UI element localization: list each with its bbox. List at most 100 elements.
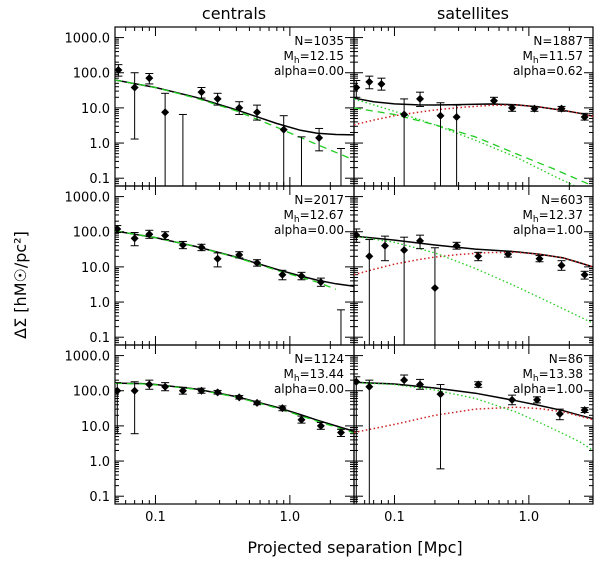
- data-point: [115, 224, 122, 233]
- annotation-n: N=603: [541, 193, 583, 207]
- data-point: [197, 88, 206, 97]
- data-point: [416, 380, 425, 389]
- data-point: [416, 94, 425, 103]
- model-curves: [354, 235, 593, 324]
- x-tick-label: 0.1: [384, 510, 405, 525]
- data-points: [354, 228, 589, 345]
- data-point: [474, 252, 483, 261]
- data-point: [400, 246, 409, 255]
- data-point: [508, 395, 517, 404]
- column-titles: centrals satellites: [202, 4, 509, 23]
- data-point: [430, 284, 439, 293]
- annotation-n: N=2017: [294, 193, 344, 207]
- annotation-mh-subscript: h: [533, 56, 539, 66]
- data-point: [508, 103, 517, 112]
- y-tick-label: 1.0: [89, 137, 110, 152]
- data-point: [489, 96, 498, 105]
- y-tick-label: 0.1: [89, 490, 110, 505]
- data-point: [336, 428, 345, 437]
- data-point: [452, 241, 461, 250]
- data-point: [130, 83, 139, 92]
- annotation-n: N=1035: [294, 34, 344, 48]
- annotation-n: N=1887: [533, 34, 583, 48]
- panel-1-0: 0.1 1.0 10.0 100.0 1000.0 N=2017Mh=12.67alpha…: [65, 185, 355, 346]
- annotation-alpha: alpha=1.00: [513, 223, 583, 237]
- data-point: [213, 388, 222, 397]
- annotation-mh: Mh=12.67: [284, 208, 345, 225]
- data-point: [278, 404, 287, 413]
- data-point: [580, 270, 589, 279]
- data-point: [213, 254, 222, 263]
- y-tick-label: 1000.0: [65, 191, 111, 206]
- annotation-alpha: alpha=1.00: [513, 382, 583, 396]
- annotation-mh: Mh=11.57: [523, 49, 584, 66]
- data-point: [235, 103, 244, 112]
- data-point: [365, 252, 374, 261]
- data-point: [436, 390, 445, 399]
- annotation-mh-value: =13.38: [539, 367, 583, 381]
- y-tick-label: 1.0: [89, 455, 110, 470]
- annotation-mh-symbol: M: [523, 208, 533, 222]
- annotation-n: N=86: [549, 352, 583, 366]
- data-point: [145, 380, 154, 389]
- data-point: [235, 250, 244, 259]
- annotation-mh-value: =12.37: [539, 208, 583, 222]
- data-points: [354, 374, 589, 504]
- y-tick-label: 0.1: [89, 172, 110, 187]
- data-point: [354, 231, 361, 240]
- data-point: [504, 250, 513, 259]
- data-point: [315, 133, 324, 142]
- y-tick-label: 100.0: [73, 226, 110, 241]
- data-point: [400, 110, 409, 119]
- data-point: [145, 74, 154, 83]
- data-point: [130, 234, 139, 243]
- annotation-mh: Mh=13.44: [284, 367, 345, 384]
- curve-total: [354, 235, 593, 268]
- annotation-mh-symbol: M: [284, 208, 294, 222]
- data-point: [377, 79, 386, 88]
- data-points: [115, 224, 345, 345]
- data-point: [115, 65, 123, 74]
- annotation-alpha: alpha=0.62: [513, 64, 583, 78]
- data-point: [279, 125, 288, 134]
- annotation-mh-value: =12.15: [300, 49, 344, 63]
- model-curves: [354, 97, 593, 186]
- data-point: [557, 261, 566, 270]
- annotation-n: N=1124: [294, 352, 344, 366]
- data-point: [145, 230, 154, 239]
- data-point: [161, 108, 170, 117]
- curve-central: [115, 230, 337, 290]
- data-point: [115, 386, 122, 395]
- data-point: [533, 395, 542, 404]
- data-points: [115, 64, 345, 186]
- data-point: [213, 94, 222, 103]
- data-point: [197, 243, 206, 252]
- data-point: [365, 77, 374, 86]
- annotation-mh: Mh=13.38: [523, 367, 584, 384]
- data-point: [278, 270, 287, 279]
- data-point: [452, 113, 461, 122]
- data-point: [580, 406, 589, 415]
- annotation-mh-symbol: M: [523, 49, 533, 63]
- curve-satellite: [354, 251, 593, 276]
- data-point: [365, 382, 374, 391]
- data-point: [354, 377, 361, 386]
- annotation-mh-subscript: h: [294, 374, 300, 384]
- data-point: [253, 108, 262, 117]
- model-curves: [115, 230, 354, 290]
- annotation-mh: Mh=12.37: [523, 208, 584, 225]
- data-point: [380, 241, 389, 250]
- column-title-satellites: satellites: [437, 4, 509, 23]
- data-point: [580, 113, 589, 122]
- data-point: [557, 104, 566, 113]
- annotation-mh-value: =13.44: [300, 367, 344, 381]
- data-points: [354, 75, 589, 186]
- y-axis-label: ΔΣ [hM☉/pc²]: [11, 231, 30, 339]
- data-points: [115, 379, 345, 437]
- annotation-mh-value: =11.57: [539, 49, 583, 63]
- annotation-mh: Mh=12.15: [284, 49, 345, 66]
